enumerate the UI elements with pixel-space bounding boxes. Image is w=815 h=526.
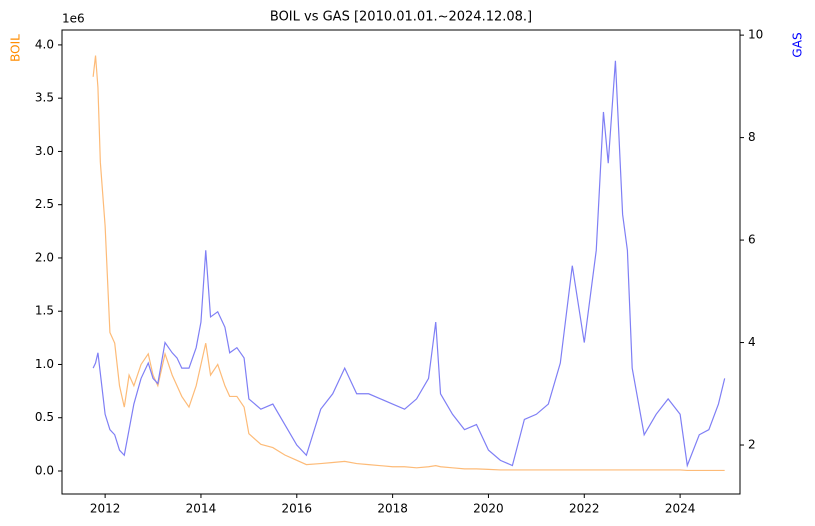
series-line xyxy=(92,60,726,468)
y2-tick-label: 10 xyxy=(748,28,763,42)
y-tick-label: 0.5 xyxy=(35,410,54,424)
x-tick-label: 2018 xyxy=(377,502,408,516)
y-tick-label: 1.0 xyxy=(35,357,54,371)
x-tick-label: 2022 xyxy=(569,502,600,516)
x-tick-label: 2014 xyxy=(186,502,217,516)
series-line xyxy=(92,55,725,472)
y2-tick-label: 4 xyxy=(748,335,756,349)
y-axis-label: BOIL xyxy=(9,34,23,62)
y-tick-label: 1.5 xyxy=(35,304,54,318)
y-tick-label: 3.5 xyxy=(35,91,54,105)
y-offset-label: 1e6 xyxy=(62,12,85,26)
y2-tick-label: 2 xyxy=(748,438,756,452)
x-tick-label: 2024 xyxy=(665,502,696,516)
y2-tick-label: 8 xyxy=(748,130,756,144)
x-tick-label: 2020 xyxy=(473,502,504,516)
y-tick-label: 2.0 xyxy=(35,250,54,264)
y2-tick-label: 6 xyxy=(748,233,756,247)
x-tick-label: 2012 xyxy=(90,502,121,516)
y-tick-label: 4.0 xyxy=(35,37,54,51)
y2-axis-label: GAS xyxy=(791,32,805,57)
y-tick-label: 2.5 xyxy=(35,197,54,211)
y-tick-label: 0.0 xyxy=(35,463,54,477)
x-tick-label: 2016 xyxy=(282,502,313,516)
chart-title: BOIL vs GAS [2010.01.01.~2024.12.08.] xyxy=(270,10,532,25)
plot-frame xyxy=(61,29,741,495)
y-tick-label: 3.0 xyxy=(35,144,54,158)
